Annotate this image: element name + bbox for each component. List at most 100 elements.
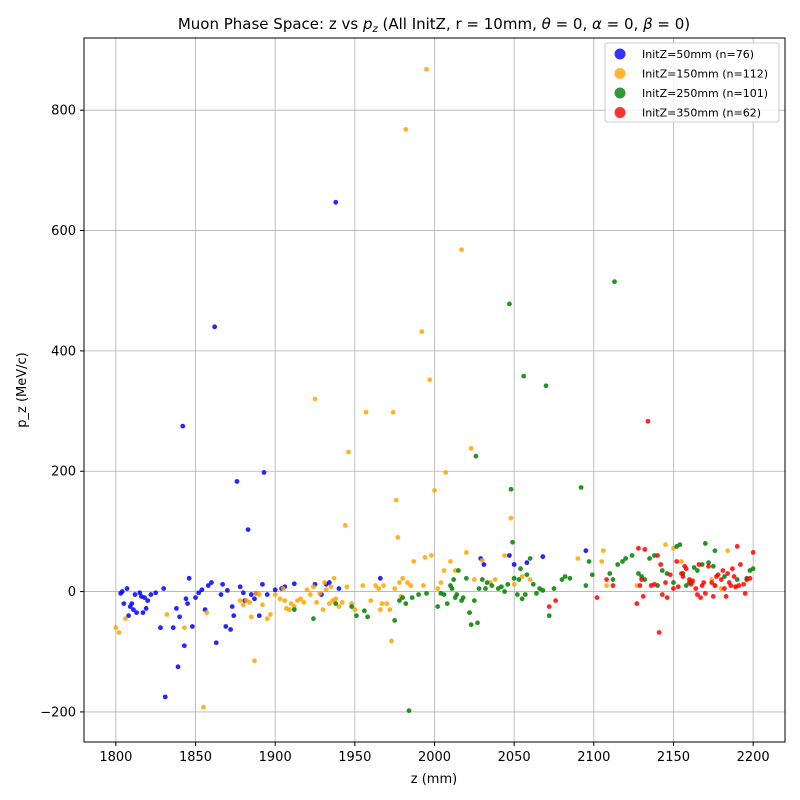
data-point (137, 590, 143, 596)
data-point (667, 572, 673, 578)
data-point (272, 592, 278, 597)
data-point (444, 601, 450, 607)
data-point (419, 329, 425, 335)
x-axis-title: z (mm) (411, 772, 457, 787)
data-point (575, 556, 581, 561)
data-point (252, 658, 257, 664)
y-tick-label: 200 (51, 465, 76, 480)
y-tick-label: 400 (51, 344, 76, 359)
data-point (671, 580, 676, 585)
data-point (553, 598, 558, 603)
data-point (223, 624, 229, 629)
data-point (416, 592, 421, 597)
data-point (422, 554, 428, 560)
y-axis-title: p_z (MeV/c) (15, 352, 30, 428)
data-point (455, 568, 461, 573)
data-point (326, 601, 332, 607)
data-point (473, 453, 479, 459)
data-point (706, 563, 711, 569)
data-point (181, 625, 187, 631)
data-point (427, 377, 433, 383)
data-point (489, 583, 495, 588)
data-point (524, 572, 530, 578)
data-point (647, 556, 652, 561)
data-point (205, 583, 211, 588)
data-point (468, 622, 474, 628)
data-point (132, 592, 138, 597)
series-2 (113, 66, 750, 710)
data-point (183, 596, 189, 602)
data-point (737, 562, 743, 567)
data-point (722, 586, 727, 591)
data-point (589, 572, 595, 578)
data-point (400, 595, 406, 600)
data-point (511, 562, 517, 567)
axis-ticks: 1800 1850 1900 1950 2000 2050 2100 2150 2200−200… (40, 104, 769, 765)
data-point (463, 550, 469, 555)
data-point (333, 199, 339, 205)
data-point (481, 562, 487, 567)
data-point (304, 587, 310, 593)
data-point (471, 598, 477, 603)
data-point (604, 583, 609, 588)
data-point (162, 694, 168, 700)
data-point (234, 479, 240, 484)
data-point (224, 587, 230, 593)
data-point (268, 612, 273, 617)
data-point (287, 607, 292, 613)
data-point (389, 638, 394, 644)
x-tick-label: 2100 (577, 750, 610, 765)
data-point (463, 575, 469, 581)
data-point (663, 542, 668, 548)
data-point (317, 590, 323, 596)
data-point (342, 522, 348, 528)
data-point (578, 485, 584, 490)
data-point (352, 607, 358, 613)
data-point (723, 593, 729, 599)
data-point (405, 580, 410, 585)
data-point (734, 577, 740, 582)
data-point (594, 595, 600, 600)
data-point (502, 589, 507, 594)
data-point (130, 607, 136, 613)
data-point (424, 66, 429, 72)
data-point (121, 601, 127, 607)
data-point (679, 559, 684, 564)
data-point (393, 497, 399, 503)
data-point (143, 606, 149, 611)
data-point (543, 383, 549, 389)
data-point (546, 613, 552, 619)
data-point (693, 586, 699, 591)
data-point (333, 596, 339, 602)
data-point (261, 470, 267, 475)
data-point (237, 584, 243, 590)
data-point (731, 574, 737, 579)
data-point (438, 580, 444, 585)
data-point (180, 423, 186, 429)
data-point (527, 556, 533, 561)
data-point (228, 627, 233, 632)
data-point (411, 559, 417, 564)
data-point (424, 590, 429, 596)
data-point (403, 601, 409, 607)
data-point (360, 583, 366, 588)
data-point (377, 607, 383, 613)
data-point (733, 584, 739, 590)
data-point (280, 586, 286, 591)
data-point (138, 593, 144, 599)
data-point (362, 608, 367, 614)
legend-marker (614, 68, 626, 79)
data-point (742, 590, 748, 596)
data-point (170, 625, 176, 631)
data-point (600, 548, 606, 554)
data-point (675, 584, 681, 590)
data-point (264, 592, 270, 597)
data-point (320, 607, 326, 613)
data-point (527, 577, 533, 582)
data-point (240, 602, 246, 608)
data-point (615, 562, 621, 567)
data-point (409, 595, 415, 600)
data-point (559, 577, 565, 582)
data-point (256, 613, 262, 619)
data-point (655, 553, 660, 558)
